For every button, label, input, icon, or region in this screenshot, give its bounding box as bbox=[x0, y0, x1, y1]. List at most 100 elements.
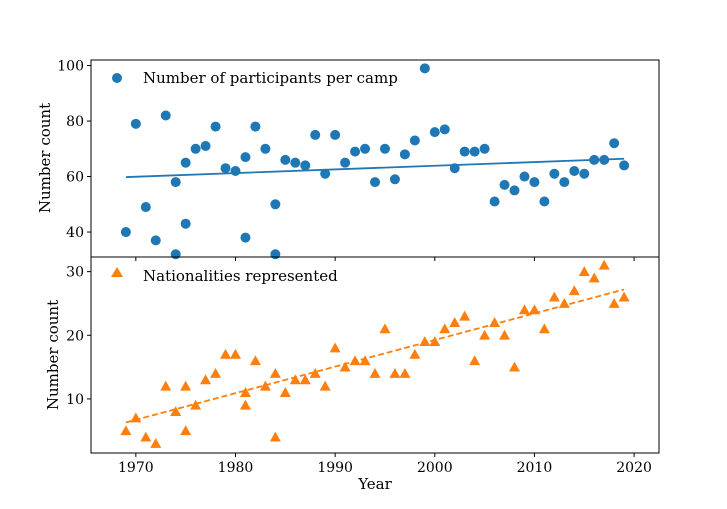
bottom-data-point bbox=[499, 329, 511, 340]
bottom-data-point bbox=[249, 355, 261, 366]
bottom-data-point bbox=[210, 367, 222, 378]
bottom-data-point bbox=[409, 348, 421, 359]
top-data-point bbox=[150, 235, 161, 246]
top-data-point bbox=[340, 157, 351, 168]
bottom-data-point bbox=[339, 361, 351, 372]
bottom-data-point bbox=[180, 380, 192, 391]
top-data-point bbox=[230, 165, 241, 176]
top-data-point bbox=[599, 154, 610, 165]
top-data-point bbox=[609, 138, 620, 149]
x-tick-label: 2010 bbox=[517, 460, 553, 476]
top-data-point bbox=[330, 129, 341, 140]
bottom-data-point bbox=[518, 304, 530, 315]
bottom-y-tick-label: 30 bbox=[66, 265, 84, 281]
top-data-point bbox=[559, 177, 570, 188]
x-tick-label: 2020 bbox=[616, 460, 652, 476]
top-data-point bbox=[549, 168, 560, 179]
bottom-data-point bbox=[299, 374, 311, 385]
top-data-point bbox=[130, 118, 141, 129]
top-y-tick-label: 80 bbox=[66, 114, 84, 130]
x-tick-label: 1980 bbox=[218, 460, 254, 476]
bottom-data-point bbox=[319, 380, 331, 391]
bottom-data-point bbox=[279, 387, 291, 397]
top-data-point bbox=[370, 177, 380, 188]
top-data-point bbox=[479, 143, 490, 154]
top-data-point bbox=[429, 127, 440, 138]
x-tick-label: 1970 bbox=[118, 460, 154, 476]
top-y-ticks: 40 60 80 100 bbox=[57, 59, 91, 241]
top-y-tick-label: 60 bbox=[66, 170, 84, 186]
top-trend-layer bbox=[125, 157, 625, 178]
bottom-y-ticks: 10 20 30 bbox=[66, 265, 91, 408]
top-data-point bbox=[240, 232, 251, 243]
bottom-data-point bbox=[239, 387, 251, 397]
top-data-point bbox=[409, 135, 420, 146]
bottom-trend-layer bbox=[125, 288, 625, 424]
bottom-data-point bbox=[369, 367, 381, 378]
bottom-data-point bbox=[429, 336, 441, 347]
bottom-panel: 10 20 30 1970 1980 1990 2000 2010 2020 National… bbox=[44, 256, 660, 493]
top-y-axis-label: Number count bbox=[36, 103, 54, 213]
top-data-point bbox=[240, 152, 251, 163]
bottom-y-axis-label: Number count bbox=[44, 300, 62, 410]
bottom-data-point bbox=[578, 266, 590, 277]
top-data-point bbox=[519, 171, 530, 182]
bottom-data-point bbox=[379, 323, 391, 334]
top-data-point bbox=[160, 110, 171, 121]
top-data-point bbox=[290, 157, 301, 168]
top-data-point bbox=[260, 143, 271, 154]
top-trendline bbox=[125, 157, 625, 178]
top-data-point bbox=[509, 185, 520, 196]
x-axis-label: Year bbox=[357, 475, 392, 493]
bottom-data-point bbox=[349, 355, 361, 366]
bottom-data-point bbox=[359, 355, 371, 366]
bottom-plot-frame bbox=[90, 256, 660, 454]
bottom-data-point bbox=[269, 431, 281, 442]
top-legend-label: Number of participants per camp bbox=[143, 69, 398, 87]
top-legend: Number of participants per camp bbox=[112, 69, 398, 87]
bottom-data-point bbox=[509, 361, 521, 372]
top-data-point bbox=[360, 143, 371, 154]
top-data-point bbox=[200, 141, 211, 152]
top-data-point bbox=[170, 249, 181, 260]
top-data-point bbox=[320, 168, 331, 179]
top-data-point bbox=[180, 157, 191, 168]
bottom-data-point bbox=[200, 374, 212, 385]
top-data-point bbox=[140, 202, 151, 213]
bottom-data-point bbox=[449, 317, 461, 327]
bottom-data-point bbox=[190, 399, 202, 410]
top-data-point bbox=[399, 149, 410, 160]
x-tick-label: 1990 bbox=[317, 460, 353, 476]
top-data-point bbox=[619, 160, 630, 171]
top-data-point bbox=[270, 199, 281, 210]
bottom-data-point bbox=[439, 323, 451, 334]
bottom-data-point bbox=[140, 431, 152, 442]
top-data-point bbox=[569, 165, 580, 176]
bottom-data-point bbox=[399, 367, 411, 378]
top-plot-frame bbox=[90, 59, 660, 258]
bottom-trendline bbox=[125, 288, 625, 424]
bottom-data-point bbox=[548, 291, 560, 302]
bottom-data-point bbox=[130, 412, 142, 423]
bottom-data-point bbox=[229, 348, 241, 359]
top-data-point bbox=[120, 227, 131, 238]
bottom-legend-label: Nationalities represented bbox=[143, 267, 338, 285]
top-x-ticks bbox=[135, 257, 635, 261]
bottom-data-point bbox=[489, 317, 501, 327]
bottom-data-point bbox=[558, 297, 570, 308]
top-data-point bbox=[449, 163, 460, 174]
bottom-data-point bbox=[528, 304, 540, 315]
top-data-point bbox=[469, 146, 480, 157]
bottom-data-point bbox=[568, 285, 580, 296]
bottom-data-point bbox=[469, 355, 481, 366]
bottom-legend: Nationalities represented bbox=[111, 267, 338, 285]
bottom-data-point bbox=[150, 437, 162, 448]
bottom-data-point bbox=[419, 336, 431, 347]
bottom-data-point bbox=[618, 291, 630, 302]
top-data-point bbox=[379, 143, 390, 154]
bottom-data-point bbox=[389, 367, 401, 378]
x-tick-label: 2000 bbox=[417, 460, 453, 476]
top-data-point bbox=[190, 143, 201, 154]
top-data-point bbox=[310, 129, 321, 140]
top-panel: 40 60 80 100 Number of participants per cam… bbox=[36, 59, 660, 261]
